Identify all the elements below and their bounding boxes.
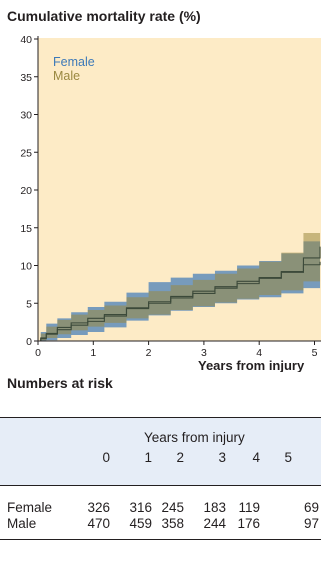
table-header-title: Years from injury — [144, 430, 245, 445]
series-line-male — [38, 246, 321, 342]
x-tick-label: 5 — [312, 347, 318, 359]
table-cell: 316 — [129, 500, 152, 515]
table-cell: 176 — [237, 516, 260, 531]
table-cell: 245 — [161, 500, 184, 515]
y-tick-label: 5 — [26, 298, 32, 310]
numbers-at-risk-heading: Numbers at risk — [7, 375, 113, 391]
table-cell: 326 — [87, 500, 110, 515]
table-bottom-rule — [0, 539, 321, 540]
table-header-band — [0, 418, 321, 486]
row-label: Female — [7, 500, 53, 515]
table-column-header: 3 — [218, 450, 226, 465]
y-tick-label: 25 — [20, 147, 32, 159]
y-tick-label: 40 — [20, 34, 32, 46]
table-column-header: 2 — [176, 450, 184, 465]
numbers-at-risk-table: Years from injury 0 1 2 3 4 5 Female 326… — [0, 417, 321, 565]
table-cell: 119 — [238, 500, 260, 515]
chart-title: Cumulative mortality rate (%) — [7, 8, 201, 24]
y-tick-label: 35 — [20, 72, 32, 84]
table-cell: 97 — [304, 516, 320, 531]
table-header-rule — [0, 485, 321, 486]
table-column-header: 5 — [284, 450, 292, 465]
table-column-header: 0 — [102, 450, 110, 465]
legend-label-female: Female — [53, 55, 95, 69]
table-top-rule — [0, 417, 321, 418]
x-axis-title: Years from injury — [198, 358, 305, 372]
table-cell: 459 — [129, 516, 152, 531]
x-tick-label: 3 — [201, 347, 207, 359]
x-tick-label: 1 — [90, 347, 96, 359]
x-tick-label: 4 — [256, 347, 262, 359]
y-tick-label: 20 — [20, 185, 32, 197]
row-label: Male — [7, 516, 37, 531]
x-tick-label: 2 — [146, 347, 152, 359]
table-cell: 470 — [87, 516, 110, 531]
confidence-band-male — [38, 216, 321, 341]
table-cell: 69 — [304, 500, 320, 515]
table-cell: 244 — [203, 516, 226, 531]
y-tick-label: 0 — [26, 336, 32, 348]
table-cell: 183 — [203, 500, 226, 515]
x-tick-label: 0 — [35, 347, 41, 359]
table-column-header: 1 — [144, 450, 152, 465]
table-cell: 358 — [161, 516, 184, 531]
table-column-header: 4 — [252, 450, 260, 465]
survival-chart: 0 5 10 15 20 25 30 35 40 0 1 2 3 4 5 Years from injury F… — [20, 34, 321, 372]
y-tick-label: 30 — [20, 110, 32, 122]
legend-label-male: Male — [53, 69, 80, 83]
y-tick-label: 15 — [20, 223, 32, 235]
y-tick-label: 10 — [20, 261, 32, 273]
